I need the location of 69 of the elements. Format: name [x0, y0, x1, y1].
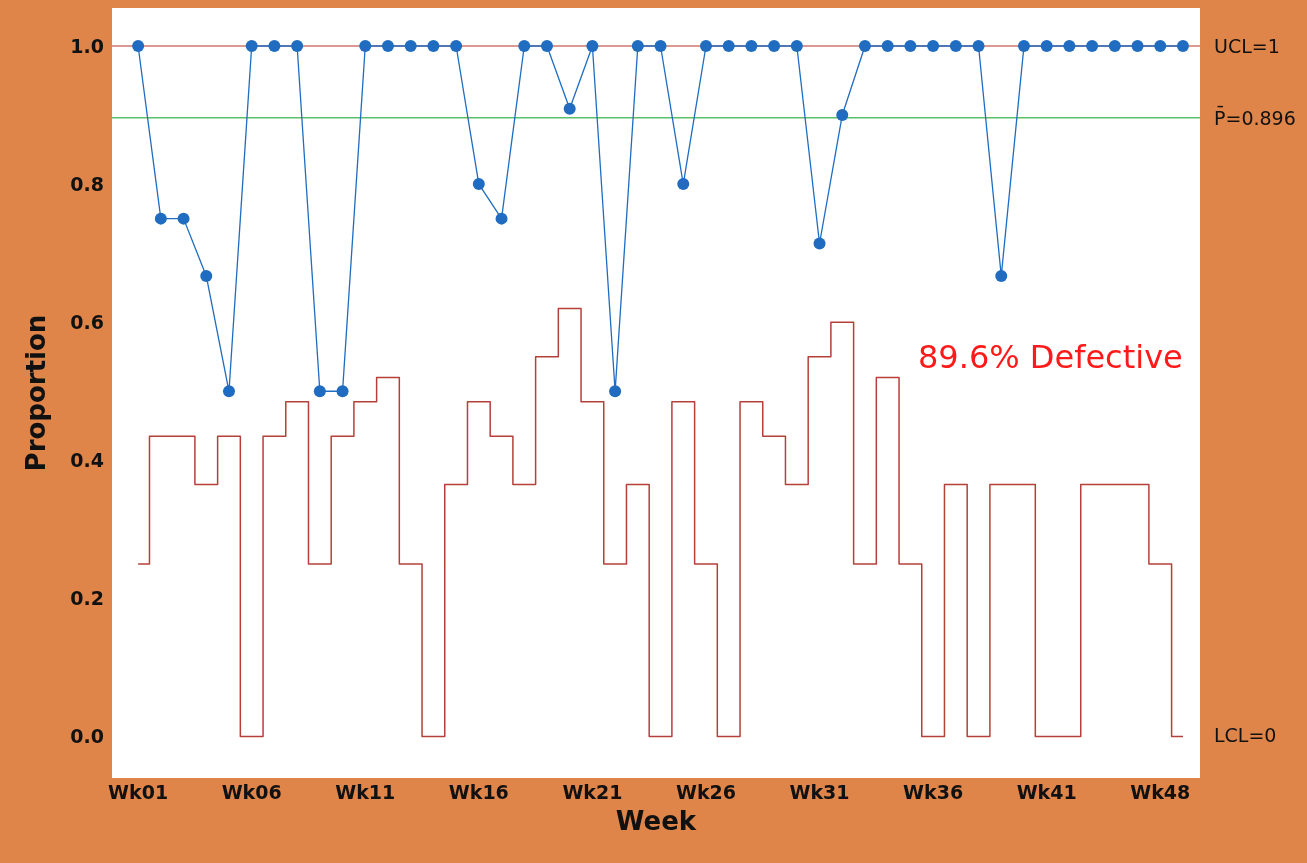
annotation: 89.6% Defective	[918, 338, 1183, 376]
point	[222, 385, 235, 398]
x-tick-label: Wk36	[903, 781, 964, 804]
point	[745, 39, 758, 52]
point	[1176, 39, 1189, 52]
y-tick-label: 0.0	[70, 725, 104, 748]
ref-line-label: UCL=1	[1214, 34, 1280, 57]
point	[313, 385, 326, 398]
point	[654, 39, 667, 52]
x-tick-label: Wk16	[448, 781, 509, 804]
point	[268, 39, 281, 52]
point	[1131, 39, 1144, 52]
y-tick-label: 0.6	[70, 310, 104, 333]
point	[722, 39, 735, 52]
point	[177, 212, 190, 225]
x-tick-label: Wk48	[1130, 781, 1191, 804]
x-tick-label: Wk41	[1016, 781, 1077, 804]
point	[450, 39, 463, 52]
point	[427, 39, 440, 52]
x-tick-label: Wk21	[562, 781, 623, 804]
point	[1086, 39, 1099, 52]
point	[836, 109, 849, 122]
point	[1017, 39, 1030, 52]
point	[154, 212, 167, 225]
point	[495, 212, 508, 225]
point	[768, 39, 781, 52]
y-tick-label: 0.8	[70, 172, 104, 195]
point	[813, 237, 826, 250]
point	[1108, 39, 1121, 52]
point	[949, 39, 962, 52]
y-axis-title: Proportion	[21, 314, 52, 472]
point	[518, 39, 531, 52]
point	[200, 269, 213, 282]
point	[858, 39, 871, 52]
y-tick-label: 0.4	[70, 449, 104, 472]
x-tick-label: Wk01	[108, 781, 169, 804]
text: LCL=0	[1214, 724, 1277, 746]
point	[563, 102, 576, 115]
point	[790, 39, 803, 52]
point	[404, 39, 417, 52]
point	[677, 178, 690, 191]
point	[904, 39, 917, 52]
ref-line-label: P̄=0.896	[1214, 105, 1296, 129]
x-axis-title: Week	[615, 806, 697, 836]
point	[245, 39, 258, 52]
x-tick-label: Wk06	[221, 781, 282, 804]
point	[1154, 39, 1167, 52]
point	[927, 39, 940, 52]
x-tick-label: Wk31	[789, 781, 850, 804]
point	[609, 385, 622, 398]
point	[972, 39, 985, 52]
point	[359, 39, 372, 52]
x-tick-label: Wk26	[675, 781, 736, 804]
point	[1063, 39, 1076, 52]
point	[540, 39, 553, 52]
point	[472, 178, 485, 191]
point	[1040, 39, 1053, 52]
point	[586, 39, 599, 52]
point	[995, 269, 1008, 282]
point	[336, 385, 349, 398]
point	[881, 39, 894, 52]
x-tick-label: Wk11	[335, 781, 396, 804]
y-tick-label: 1.0	[70, 34, 104, 57]
point	[132, 39, 145, 52]
y-tick-label: 0.2	[70, 587, 104, 610]
point	[631, 39, 644, 52]
point	[291, 39, 304, 52]
point	[381, 39, 394, 52]
point	[699, 39, 712, 52]
